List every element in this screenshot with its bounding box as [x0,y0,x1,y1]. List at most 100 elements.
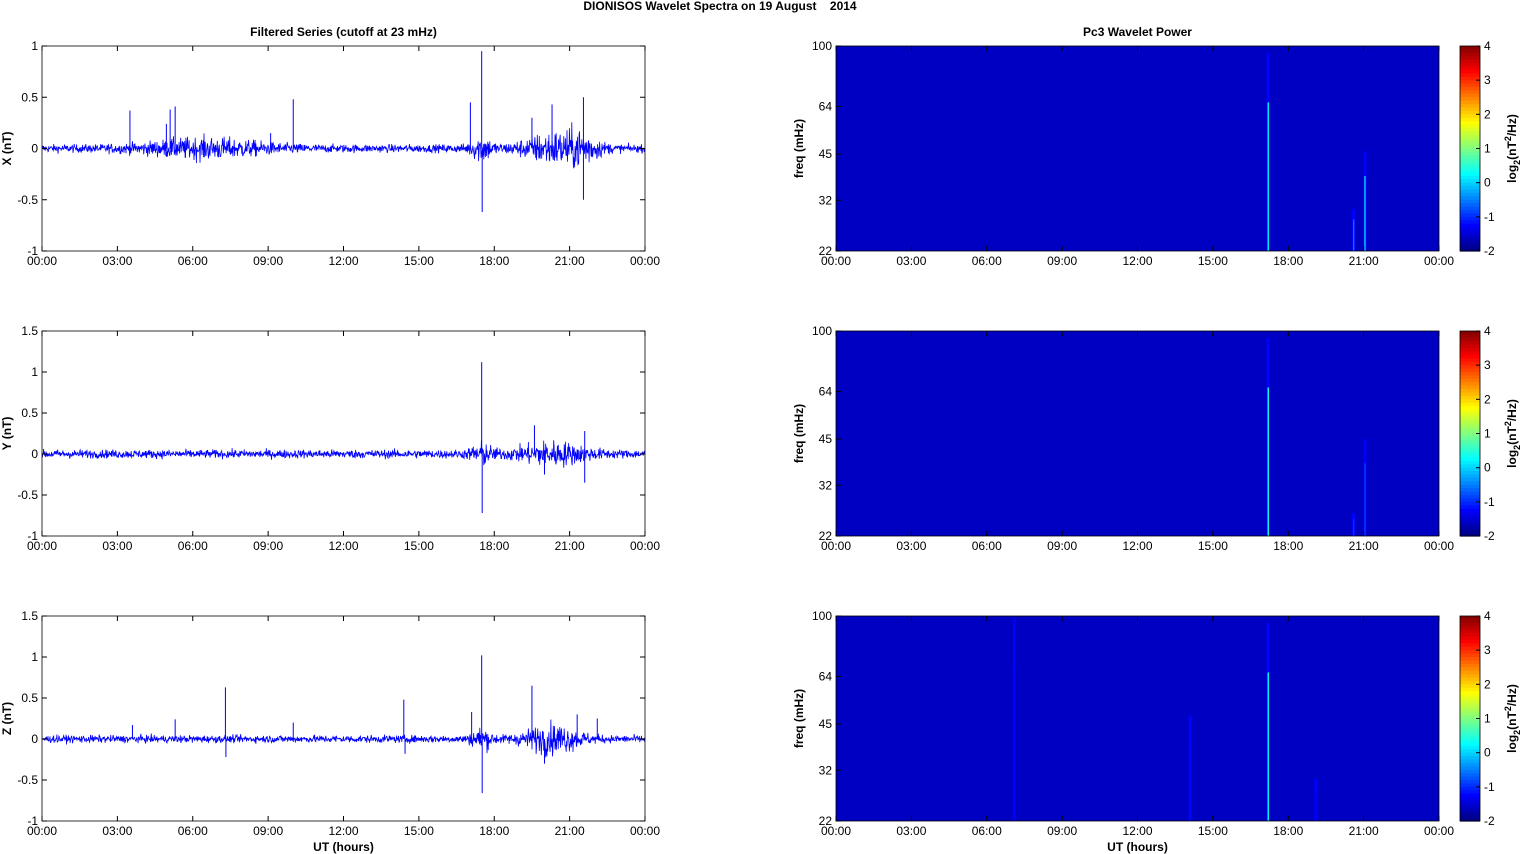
colorbar-swatch [1460,399,1480,404]
colorbar-swatch [1460,501,1480,506]
series-xtick-label: 00:00 [27,539,57,553]
ytick-label: 0 [31,732,38,746]
ytick-label: 32 [819,193,833,207]
colorbar-tick-label: 0 [1484,461,1491,475]
colorbar-tick-label: 4 [1484,324,1491,338]
colorbar-swatch [1460,711,1480,716]
colorbar-swatch [1460,667,1480,672]
wavelet-xtick-label: 18:00 [1273,824,1303,838]
colorbar-swatch [1460,797,1480,802]
colorbar-swatch [1460,532,1480,537]
ytick-label: 64 [819,99,833,113]
heatmap-feature [1364,463,1366,536]
colorbar-swatch [1460,63,1480,68]
colorbar-swatch [1460,643,1480,648]
colorbar-swatch [1460,481,1480,486]
colorbar-swatch [1460,158,1480,163]
colorbar-swatch [1460,416,1480,421]
series-panel-3: 1.510.50-0.5-100:00 03:00 06:00 09:00 12:00 1… [0,609,660,854]
wavelet-xtick-label: 15:00 [1198,539,1228,553]
colorbar-swatch [1460,337,1480,342]
colorbar-swatch [1460,732,1480,737]
colorbar-swatch [1460,331,1480,336]
ytick-label: 0.5 [21,691,38,705]
series-xtick-label: 00:00 [630,539,660,553]
colorbar-swatch [1460,97,1480,102]
ytick-label: -0.5 [17,193,38,207]
colorbar-swatch [1460,657,1480,662]
colorbar-swatch [1460,783,1480,788]
colorbar-swatch [1460,708,1480,713]
colorbar-swatch [1460,460,1480,465]
colorbar-swatch [1460,203,1480,208]
y-axis-label: freq (mHz) [792,404,806,463]
x-axis-label: UT (hours) [313,840,374,854]
colorbar-swatch [1460,69,1480,74]
series-xtick-label: 12:00 [328,539,358,553]
colorbar-swatch [1460,450,1480,455]
colorbar-swatch [1460,104,1480,109]
colorbar-swatch [1460,341,1480,346]
colorbar-swatch [1460,674,1480,679]
wavelet-xtick-label: 00:00 [821,254,851,268]
series-panel-2: 1.510.50-0.5-100:00 03:00 06:00 09:00 12:00 1… [0,324,660,553]
colorbar-swatch [1460,762,1480,767]
colorbar-swatch [1460,749,1480,754]
y-axis-label: Y (nT) [0,417,14,451]
ytick-label: 64 [819,669,833,683]
colorbar-swatch [1460,141,1480,146]
colorbar-swatch [1460,189,1480,194]
series-xtick-label: 09:00 [253,824,283,838]
colorbar-swatch [1460,344,1480,349]
ytick-label: 0.5 [21,406,38,420]
colorbar-swatch [1460,175,1480,180]
wavelet-xtick-label: 00:00 [1424,824,1454,838]
colorbar-tick-label: 2 [1484,677,1491,691]
colorbar-swatch [1460,206,1480,211]
wavelet-xtick-label: 15:00 [1198,824,1228,838]
colorbar-tick-label: -1 [1484,780,1495,794]
colorbar-swatch [1460,488,1480,493]
heatmap-feature [1352,519,1355,536]
colorbar-swatch [1460,677,1480,682]
colorbar-label-part: 2 [1503,136,1513,141]
colorbar-label-part: 2 [1503,706,1513,711]
colorbar-swatch [1460,680,1480,685]
series-xtick-label: 12:00 [328,254,358,268]
ytick-label: 1.5 [21,324,38,338]
series-xtick-label: 12:00 [328,824,358,838]
colorbar-swatch [1460,780,1480,785]
wavelet-xtick-label: 09:00 [1047,824,1077,838]
colorbar-swatch [1460,196,1480,201]
colorbar-swatch [1460,484,1480,489]
ytick-label: -1 [27,814,38,828]
series-xtick-label: 03:00 [102,539,132,553]
wavelet-xtick-label: 09:00 [1047,254,1077,268]
colorbar-swatch [1460,633,1480,638]
panel-title: Filtered Series (cutoff at 23 mHz) [250,25,437,39]
colorbar-swatch [1460,518,1480,523]
colorbar-tick-label: 0 [1484,176,1491,190]
colorbar-swatch [1460,663,1480,668]
colorbar-label-part: /Hz) [1505,399,1519,421]
colorbar-swatch [1460,368,1480,373]
ytick-label: 1 [31,365,38,379]
colorbar-swatch [1460,406,1480,411]
colorbar-label-part: 2 [1512,730,1522,735]
ytick-label: 22 [819,814,833,828]
y-axis-label: X (nT) [0,132,14,166]
colorbar-label: log2(nT2/Hz) [1503,684,1522,753]
colorbar-swatch [1460,73,1480,78]
colorbar-tick-label: -2 [1484,814,1495,828]
colorbar-label-part: (nT [1505,426,1519,445]
colorbar-swatch [1460,474,1480,479]
colorbar-swatch [1460,59,1480,64]
colorbar-swatch [1460,247,1480,252]
colorbar-swatch [1460,155,1480,160]
colorbar-swatch [1460,498,1480,503]
colorbar-swatch [1460,769,1480,774]
series-xtick-label: 18:00 [479,254,509,268]
colorbar-tick-label: -1 [1484,210,1495,224]
colorbar-swatch [1460,223,1480,228]
